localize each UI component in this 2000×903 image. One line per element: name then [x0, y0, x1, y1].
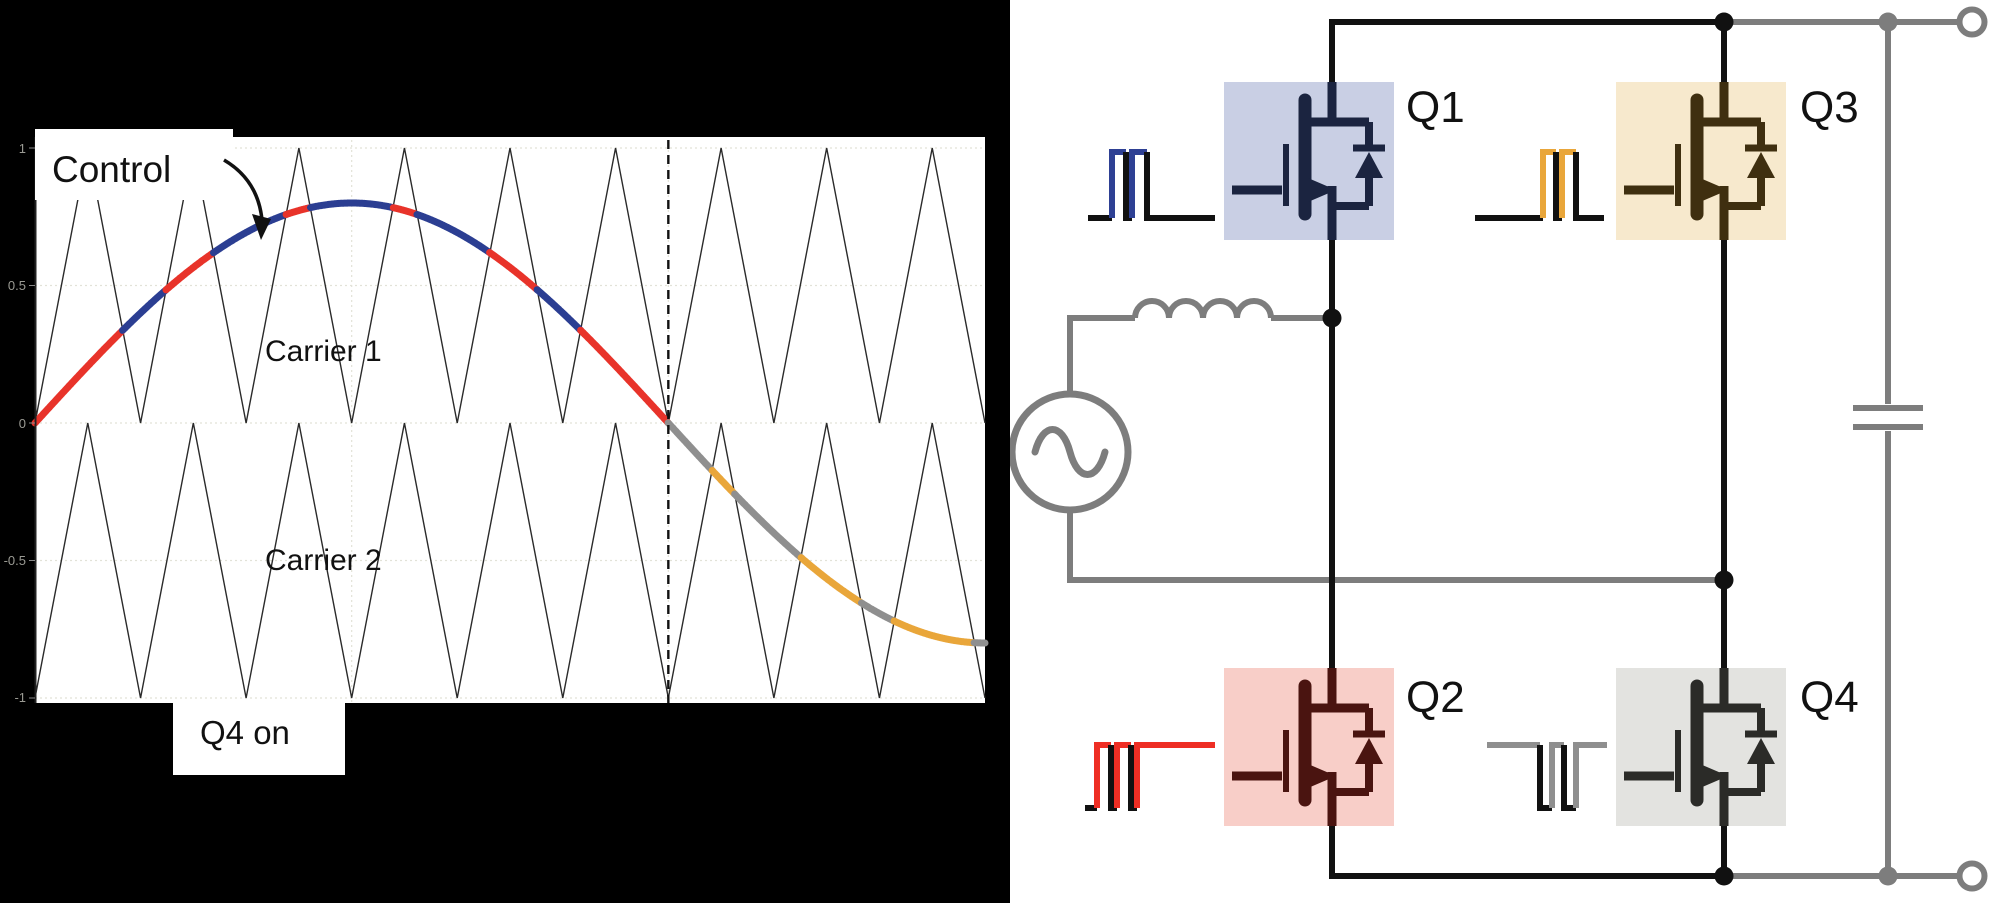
q4-gate-waveform	[1487, 742, 1607, 811]
plot-area	[35, 137, 985, 703]
node-return-midpoint	[1714, 570, 1734, 590]
ac-source	[1010, 390, 1132, 514]
source-top-lead	[1067, 315, 1135, 394]
q2-mosfet-symbol	[1232, 668, 1385, 826]
control-label-box	[35, 129, 233, 200]
source-return-wire	[1067, 510, 1724, 583]
control-label: Control	[52, 149, 171, 190]
q3-mosfet-symbol	[1624, 82, 1777, 240]
output-terminal-top	[1956, 6, 1988, 38]
q4-mosfet-symbol	[1624, 668, 1777, 826]
control-arrowhead-icon	[252, 214, 271, 240]
q2-gate-waveform	[1085, 742, 1215, 811]
q4-on-box	[173, 703, 345, 775]
q4-on-label: Q4 on	[200, 714, 290, 751]
gray-wiring	[1067, 19, 1960, 879]
y-tick-label-0: 0	[19, 416, 26, 431]
pwm-chart-panel: 1 0.5 0 -0.5 -1 Control Carrier 1 Carrie…	[3, 129, 989, 775]
y-tick-label-1: 1	[19, 141, 26, 156]
q3-label: Q3	[1800, 83, 1859, 132]
chart-content	[31, 140, 989, 703]
q4-label: Q4	[1800, 673, 1859, 722]
node-inductor-midpoint	[1322, 308, 1342, 328]
control-arrow	[223, 158, 264, 221]
q1-label: Q1	[1406, 83, 1465, 132]
sine-icon	[1031, 426, 1109, 478]
circuit-panel: Q1 Q3 Q2 Q4	[1010, 0, 2000, 903]
node-bottom-bus	[1714, 866, 1734, 886]
node-capacitor-bottom	[1878, 866, 1898, 886]
q3-gate-waveform	[1475, 149, 1604, 221]
inductor-icon	[1132, 298, 1274, 319]
node-capacitor-top	[1878, 12, 1898, 32]
left-leg-and-buses	[1329, 19, 1724, 879]
carrier1-label: Carrier 1	[265, 335, 382, 368]
y-tick-label-neg1: -1	[14, 690, 26, 705]
y-tick-label-05: 0.5	[8, 278, 26, 293]
q1-gate-waveform	[1088, 149, 1215, 221]
carrier2-label: Carrier 2	[265, 544, 382, 577]
node-top-bus	[1714, 12, 1734, 32]
q2-label: Q2	[1406, 673, 1465, 722]
y-tick-label-neg05: -0.5	[4, 553, 26, 568]
output-terminal-bottom	[1956, 860, 1988, 892]
y-axis-ticks	[29, 147, 35, 699]
q1-mosfet-symbol	[1232, 82, 1385, 240]
